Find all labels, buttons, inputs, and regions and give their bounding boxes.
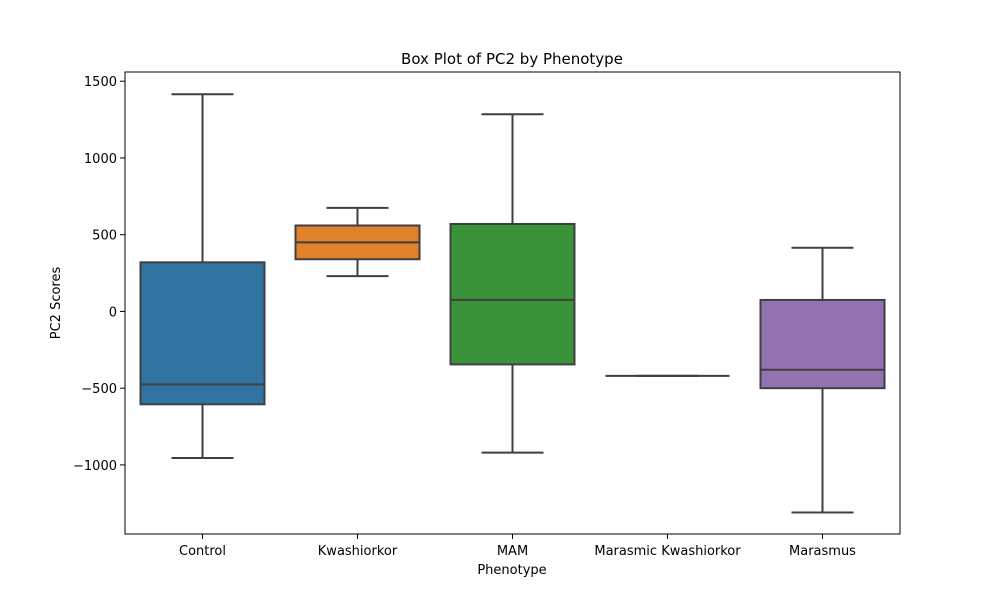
y-axis-label: PC2 Scores xyxy=(49,267,64,340)
y-tick-label: 500 xyxy=(92,229,117,244)
box-group-4 xyxy=(759,246,886,514)
x-tick-label: Control xyxy=(179,544,226,559)
y-axis: −1000 −500 0 500 1000 1500 xyxy=(73,75,125,474)
y-tick-label: 1000 xyxy=(84,152,117,167)
y-tick-label: 1500 xyxy=(84,75,117,90)
y-tick-label: −500 xyxy=(81,382,117,397)
boxes-layer xyxy=(139,93,886,514)
box-iqr xyxy=(139,261,266,406)
box-group-2 xyxy=(449,113,576,454)
y-tick-label: −1000 xyxy=(73,459,117,474)
x-tick-label: Marasmic Kwashiorkor xyxy=(594,544,741,559)
y-tick-label: 0 xyxy=(109,305,117,320)
x-axis-label: Phenotype xyxy=(477,563,546,578)
x-axis: Control Kwashiorkor MAM Marasmic Kwashiorko… xyxy=(179,534,856,559)
box-iqr xyxy=(449,222,576,366)
chart-title: Box Plot of PC2 by Phenotype xyxy=(401,50,623,68)
box-group-1 xyxy=(294,206,421,278)
x-tick-label: Kwashiorkor xyxy=(318,544,398,559)
box-group-0 xyxy=(139,93,266,460)
x-tick-label: MAM xyxy=(497,544,528,559)
x-tick-label: Marasmus xyxy=(789,544,856,559)
box-iqr xyxy=(759,298,886,390)
